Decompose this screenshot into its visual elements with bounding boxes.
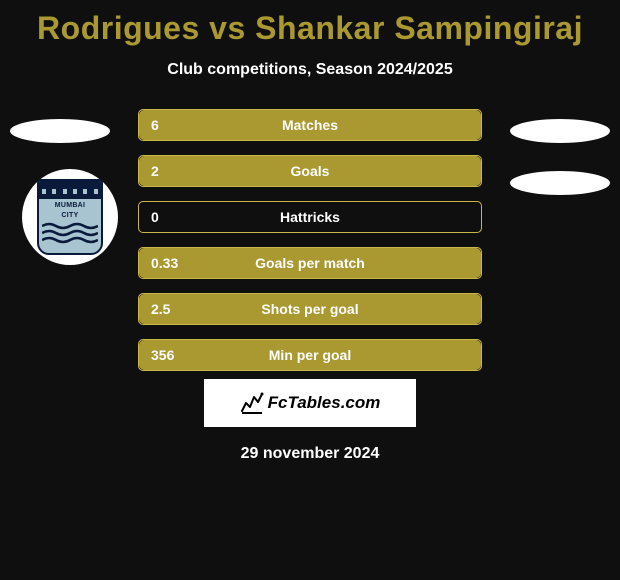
stat-row: 6Matches	[138, 109, 482, 141]
stats-area: MUMBAI CITY 6Matches 2Goals 0Hattricks 0.33…	[0, 109, 620, 369]
stat-row: 2Goals	[138, 155, 482, 187]
player-badge-right	[510, 119, 610, 143]
stat-label: Hattricks	[139, 202, 481, 232]
fctables-icon	[240, 391, 264, 415]
brand-text: FcTables.com	[268, 393, 381, 413]
club-logo-left: MUMBAI CITY	[22, 169, 118, 265]
crest-text-2: CITY	[61, 212, 78, 219]
stat-label: Goals	[139, 156, 481, 186]
stat-row: 356Min per goal	[138, 339, 482, 371]
page-title: Rodrigues vs Shankar Sampingiraj	[0, 0, 620, 47]
club-crest: MUMBAI CITY	[37, 179, 103, 255]
stat-row: 2.5Shots per goal	[138, 293, 482, 325]
stat-row: 0Hattricks	[138, 201, 482, 233]
footer-date: 29 november 2024	[0, 445, 620, 463]
stat-rows: 6Matches 2Goals 0Hattricks 0.33Goals per ma…	[138, 109, 482, 385]
stat-row: 0.33Goals per match	[138, 247, 482, 279]
stat-label: Matches	[139, 110, 481, 140]
comparison-card: Rodrigues vs Shankar Sampingiraj Club co…	[0, 0, 620, 580]
stat-label: Shots per goal	[139, 294, 481, 324]
crest-waves-icon	[42, 222, 98, 246]
stat-label: Min per goal	[139, 340, 481, 370]
player-badge-right	[510, 171, 610, 195]
brand-footer: FcTables.com	[204, 379, 416, 427]
crest-text-1: MUMBAI	[55, 202, 86, 209]
stat-label: Goals per match	[139, 248, 481, 278]
player-badge-left	[10, 119, 110, 143]
subtitle: Club competitions, Season 2024/2025	[0, 61, 620, 79]
